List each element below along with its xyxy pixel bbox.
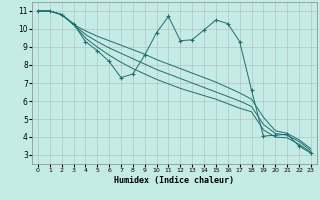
X-axis label: Humidex (Indice chaleur): Humidex (Indice chaleur)	[115, 176, 234, 185]
